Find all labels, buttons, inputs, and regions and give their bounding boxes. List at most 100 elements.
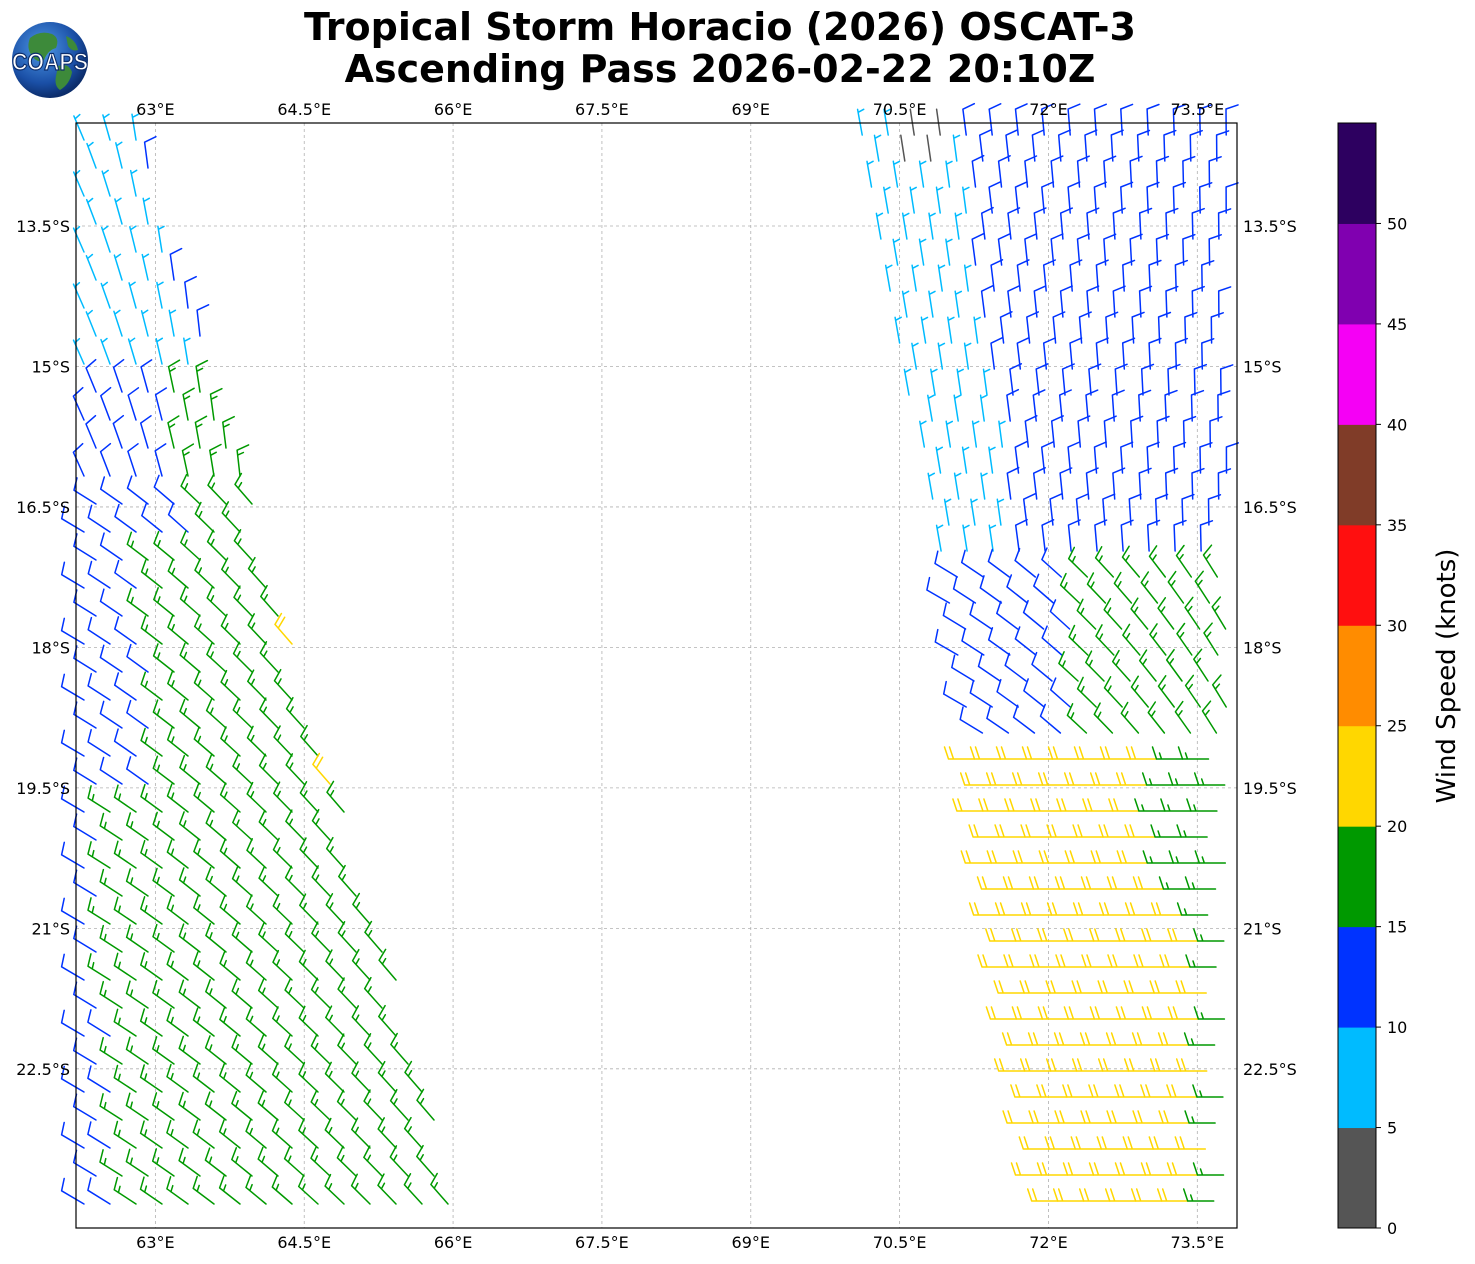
wind-barb xyxy=(1026,1188,1059,1202)
wind-barb xyxy=(152,811,175,841)
wind-barb xyxy=(1063,772,1096,786)
colorbar-segment xyxy=(1338,625,1376,727)
wind-barb xyxy=(1125,746,1158,760)
wind-barb xyxy=(1130,597,1149,630)
wind-barb xyxy=(310,1089,331,1121)
wind-barb xyxy=(154,443,167,477)
wind-barb xyxy=(245,1118,267,1149)
wind-barb xyxy=(311,921,331,953)
wind-barb xyxy=(1010,1084,1042,1098)
wind-barb xyxy=(127,387,140,421)
wind-barb xyxy=(99,532,123,561)
map-frame xyxy=(75,122,1238,1229)
wind-barb xyxy=(1094,519,1108,552)
wind-barb xyxy=(155,337,164,365)
wind-barb xyxy=(998,420,1006,448)
wind-barb xyxy=(1036,1162,1069,1176)
wind-barb xyxy=(945,238,953,266)
wind-barb xyxy=(183,337,191,365)
wind-barb xyxy=(953,472,962,500)
wind-barb xyxy=(247,613,267,645)
wind-barb xyxy=(232,697,253,729)
wind-barb xyxy=(1140,1084,1172,1098)
wind-barb xyxy=(1023,678,1045,708)
lat-tick-label: 19.5°S xyxy=(1243,779,1297,798)
wind-barb xyxy=(178,1035,201,1065)
wind-barb xyxy=(351,1117,371,1149)
wind-barb xyxy=(166,783,189,813)
wind-barb xyxy=(1174,337,1189,370)
wind-barb xyxy=(246,725,267,757)
wind-barb xyxy=(1167,772,1200,786)
wind-barb xyxy=(1011,772,1044,786)
wind-barb xyxy=(152,755,175,785)
wind-barb xyxy=(1176,902,1209,916)
wind-barb xyxy=(416,1144,435,1177)
wind-barb xyxy=(1121,545,1141,578)
wind-barb xyxy=(1133,954,1165,968)
wind-barb xyxy=(1016,259,1030,292)
gridlines xyxy=(76,123,1237,1228)
wind-barb xyxy=(959,706,984,734)
wind-barb xyxy=(1081,954,1113,968)
wind-barb xyxy=(1138,649,1157,682)
colorbar-tick-label: 10 xyxy=(1387,1018,1407,1037)
wind-barb xyxy=(125,812,149,841)
wind-barb xyxy=(180,473,201,505)
wind-barb xyxy=(1168,850,1201,864)
wind-barb xyxy=(196,304,210,337)
wind-barb xyxy=(298,1005,319,1037)
wind-barb xyxy=(73,925,97,953)
wind-barb xyxy=(1024,415,1038,448)
wind-barb xyxy=(945,420,954,448)
wind-barb xyxy=(193,838,215,869)
wind-barb xyxy=(377,1173,397,1205)
wind-barb xyxy=(1146,519,1161,552)
wind-barb xyxy=(1059,467,1073,500)
wind-barb xyxy=(892,160,901,188)
colorbar-segment xyxy=(1338,1027,1376,1129)
wind-barb xyxy=(180,530,201,561)
wind-barb xyxy=(325,893,345,925)
wind-barb xyxy=(1140,363,1155,396)
wind-barb xyxy=(271,1062,293,1093)
wind-barb xyxy=(126,643,149,673)
wind-barb xyxy=(994,902,1027,916)
wind-barb xyxy=(167,614,189,645)
wind-barb xyxy=(1045,980,1077,994)
wind-barb xyxy=(99,644,123,673)
wind-barb xyxy=(127,443,139,477)
wind-barb xyxy=(1167,363,1181,396)
wind-barb xyxy=(113,1064,137,1093)
wind-barb xyxy=(126,475,149,505)
wind-barb xyxy=(1066,703,1088,734)
wind-barb xyxy=(221,501,241,533)
wind-barb xyxy=(232,753,253,785)
wind-barb xyxy=(1080,1110,1112,1124)
wind-barb xyxy=(87,1121,111,1149)
wind-barb xyxy=(231,1147,253,1177)
wind-barb xyxy=(220,669,241,701)
wind-barb xyxy=(140,727,163,757)
wind-barb xyxy=(232,641,253,673)
wind-barb xyxy=(337,1033,357,1065)
wind-barb xyxy=(1177,746,1210,760)
wind-barb xyxy=(1116,850,1149,864)
wind-barb xyxy=(60,785,85,813)
wind-barb xyxy=(1201,700,1218,734)
wind-barb xyxy=(166,727,189,757)
wind-barb xyxy=(963,342,972,370)
wind-barb xyxy=(209,443,222,477)
wind-barb xyxy=(1085,650,1105,682)
wind-barb xyxy=(1010,1162,1043,1176)
wind-barb xyxy=(153,530,175,561)
wind-barb xyxy=(1009,363,1023,396)
wind-barb xyxy=(100,281,111,309)
colorbar-tick-label: 30 xyxy=(1387,616,1407,635)
wind-barb xyxy=(168,309,177,337)
wind-barb xyxy=(1155,233,1170,266)
wind-barb xyxy=(126,756,149,785)
wind-barb xyxy=(1185,954,1217,968)
wind-barb xyxy=(976,876,1009,890)
lat-ticks-right: 13.5°S 15°S 16.5°S 18°S 19.5°S 21°S 22.5°S xyxy=(1243,217,1297,1079)
